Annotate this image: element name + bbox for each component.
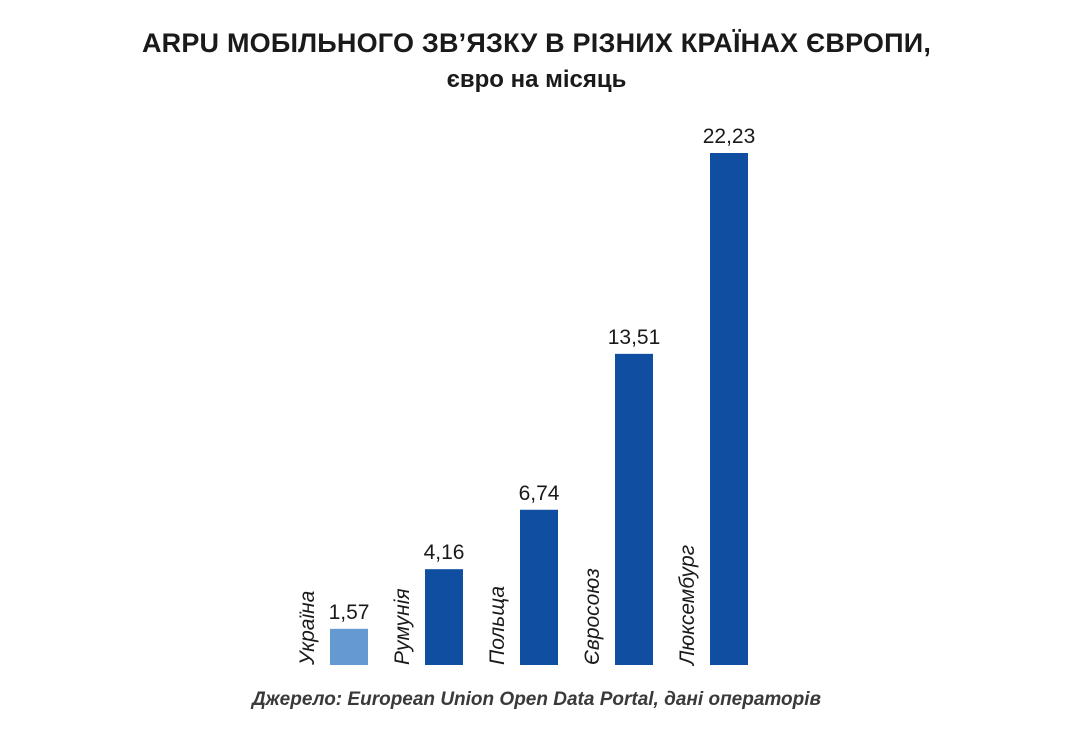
bar-3 [520,509,558,665]
category-label: Євросоюз [581,568,604,665]
category-label: Румунія [391,588,414,665]
value-label: 4,16 [424,541,465,564]
bar-2 [425,569,463,665]
value-label: 13,51 [608,326,661,349]
chart-subtitle: євро на місяць [446,66,627,93]
chart-title: ARPU МОБІЛЬНОГО ЗВ’ЯЗКУ В РІЗНИХ КРАЇНАХ… [141,28,932,58]
bar-5 [710,153,748,665]
value-label: 1,57 [329,601,370,624]
category-label: Польща [486,586,509,665]
category-label: Україна [296,591,319,666]
bar-4 [615,353,653,665]
bar-1 [330,628,368,665]
category-label: Люксембург [676,545,699,667]
value-label: 6,74 [519,482,560,505]
source-note: Джерело: European Union Open Data Portal… [251,689,822,710]
value-label: 22,23 [703,125,756,148]
